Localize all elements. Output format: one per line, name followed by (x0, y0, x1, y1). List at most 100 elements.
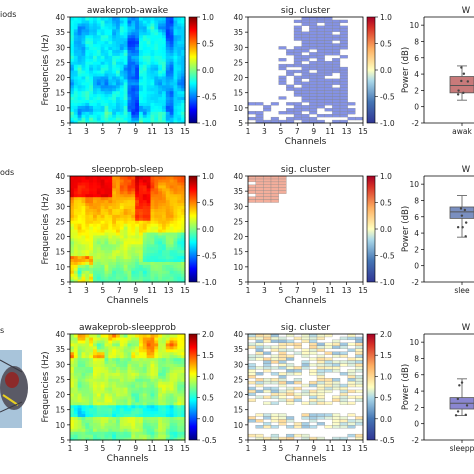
heatmap-cell (158, 61, 163, 65)
heatmap-cell (73, 413, 79, 418)
heatmap-cell (123, 243, 129, 248)
cluster-cell (286, 380, 295, 385)
cluster-cell (301, 108, 310, 112)
heatmap-cell (108, 425, 113, 429)
heatmap-cell (112, 434, 117, 438)
heatmap-cell (100, 407, 106, 412)
ytick-label: 15 (233, 248, 243, 257)
heatmap-cell (150, 22, 155, 27)
heatmap-cell (93, 64, 98, 68)
heatmap-cell (158, 431, 163, 435)
heatmap-cell (108, 178, 113, 183)
heatmap-cell (89, 176, 94, 180)
cluster-cell (293, 392, 302, 396)
cluster-cell (355, 369, 364, 373)
heatmap-cell (104, 93, 109, 98)
heatmap-cell (177, 181, 182, 186)
heatmap-cell (158, 25, 163, 30)
cluster-cell (286, 366, 295, 370)
heatmap-cell (127, 378, 132, 382)
heatmap-cell (165, 208, 171, 212)
heatmap-cell (158, 434, 163, 438)
heatmap-cell (108, 46, 113, 50)
heatmap-cell (181, 249, 186, 254)
cluster-cell (286, 111, 295, 115)
heatmap-cell (162, 72, 167, 77)
heatmap-cell (139, 392, 144, 397)
heatmap-cell (131, 270, 136, 274)
heatmap-cell (93, 211, 98, 215)
heatmap-cell (73, 264, 79, 268)
heatmap-cell (104, 184, 109, 189)
heatmap-cell (70, 261, 75, 265)
heatmap-cell (96, 81, 102, 86)
heatmap-cell (104, 34, 109, 39)
heatmap-cell (112, 270, 117, 274)
heatmap-cell (158, 184, 163, 189)
heatmap-cell (89, 407, 94, 412)
xtick-label: 5 (278, 444, 283, 453)
heatmap-cell (119, 102, 125, 106)
cluster-cell (324, 78, 333, 82)
heatmap-cell (81, 410, 86, 415)
heatmap-cell (104, 52, 109, 56)
ytick-label: 35 (233, 345, 243, 354)
cluster-cell (309, 55, 318, 59)
heatmap-cell (96, 404, 102, 409)
heatmap-cell (165, 217, 171, 221)
heatmap-cell (131, 234, 136, 239)
heatmap-cell (127, 208, 132, 212)
cluster-cell (263, 181, 272, 185)
heatmap-cell (135, 55, 140, 59)
heatmap-cell (158, 413, 163, 418)
heatmap-cell (146, 64, 152, 68)
heatmap-cell (177, 267, 182, 271)
heatmap-cell (150, 267, 155, 271)
heatmap-cell (70, 117, 75, 121)
heatmap-cell (81, 46, 86, 50)
heatmap-cell (158, 363, 163, 367)
heatmap-cell (123, 49, 129, 53)
cluster-cell (278, 378, 287, 382)
heatmap-cell (158, 37, 163, 42)
heatmap-cell (154, 431, 159, 435)
heatmap-cell (181, 431, 186, 435)
ytick-label: 10 (55, 104, 65, 113)
heatmap-cell (112, 61, 117, 65)
heatmap-cell (116, 187, 121, 192)
heatmap-cell (93, 375, 98, 379)
box-title: W (462, 323, 471, 333)
heatmap-cell (158, 223, 163, 227)
heatmap-cell (81, 339, 86, 344)
heatmap-cell (154, 401, 159, 406)
heatmap-cell (116, 258, 121, 262)
heatmap-cell (89, 375, 94, 379)
heatmap-cell (116, 37, 121, 42)
heatmap-cell (162, 81, 167, 86)
heatmap-cell (96, 270, 102, 274)
heatmap-cell (112, 58, 117, 62)
heatmap-cell (119, 196, 125, 201)
cluster-cell (286, 52, 295, 56)
heatmap-cell (89, 381, 94, 385)
heatmap-cell (73, 258, 79, 262)
cluster-cell (301, 436, 310, 441)
heatmap-cell (112, 49, 117, 53)
heatmap-cell (162, 52, 167, 56)
heatmap-cell (173, 378, 178, 382)
cluster-cell (339, 372, 348, 376)
heatmap-cell (108, 261, 113, 265)
heatmap-cell (70, 181, 75, 186)
heatmap-cell (77, 395, 83, 400)
heatmap-cell (131, 19, 136, 24)
cluster-cell (339, 34, 348, 38)
heatmap-cell (173, 381, 178, 385)
heatmap-cell (96, 84, 102, 89)
heatmap-cell (165, 339, 171, 344)
heatmap-cell (108, 270, 113, 274)
heatmap-cell (104, 19, 109, 24)
heatmap-cell (104, 255, 109, 260)
heatmap-cell (158, 422, 163, 426)
heatmap-cell (89, 366, 94, 370)
heatmap-cell (146, 111, 152, 115)
